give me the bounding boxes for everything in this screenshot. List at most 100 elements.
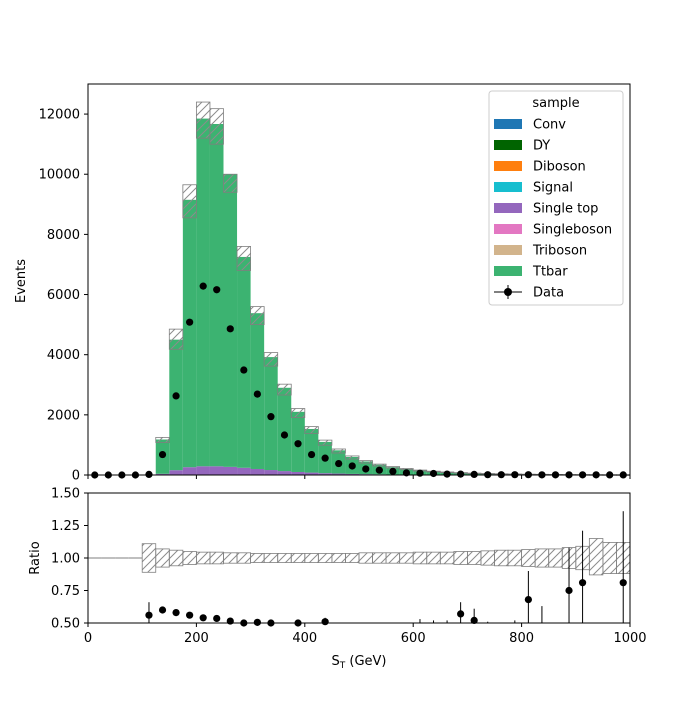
legend-swatch-triboson [494, 245, 522, 255]
bar-single-top [251, 469, 265, 475]
ratio-band-bin [440, 552, 454, 564]
bar-single-top [183, 467, 197, 475]
ratio-point [186, 612, 193, 619]
bar-single-top [224, 467, 238, 475]
ratio-band-bin [522, 550, 536, 567]
legend-swatch-dy [494, 140, 522, 150]
ratio-band-bin [196, 552, 210, 564]
mc-uncertainty-bin [373, 464, 387, 466]
ratio-band-bin [535, 549, 549, 567]
data-point [159, 451, 166, 458]
ratio-point [145, 612, 152, 619]
ratio-y-tick-label: 1.00 [51, 552, 80, 567]
mc-uncertainty-bin [169, 329, 183, 349]
bar-ttbar [305, 429, 319, 473]
bar-single-top [264, 470, 278, 475]
ratio-band-bin [332, 553, 346, 562]
ratio-band-bin [467, 552, 481, 565]
legend-title: sample [532, 96, 579, 111]
data-point [322, 455, 329, 462]
x-tick-label: 0 [84, 631, 92, 646]
main-x-ticks [88, 475, 630, 479]
ratio-y-tick-label: 1.50 [51, 487, 80, 502]
data-point [267, 413, 274, 420]
y-tick-label: 2000 [47, 408, 80, 423]
mc-uncertainty-bin [318, 440, 332, 445]
bar-ttbar [169, 340, 183, 471]
legend-swatch-singleboson [494, 224, 522, 234]
ratio-band-bin [264, 553, 278, 562]
ratio-y-ticks: 0.500.751.001.251.50 [51, 487, 88, 632]
bar-single-top [210, 466, 224, 475]
ratio-band-bin [278, 553, 292, 562]
ratio-band-bin [183, 552, 197, 565]
data-point [186, 319, 193, 326]
ratio-point [565, 587, 572, 594]
bar-ttbar [183, 200, 197, 467]
legend-label-triboson: Triboson [532, 244, 587, 259]
data-point [240, 366, 247, 373]
legend-label-single-top: Single top [533, 202, 598, 217]
y-tick-label: 0 [72, 469, 80, 484]
main-y-axis-label: Events [14, 259, 29, 303]
mc-uncertainty-bin [196, 102, 210, 138]
ratio-point [457, 610, 464, 617]
ratio-band-bin [386, 553, 400, 563]
mc-uncertainty-bin [332, 449, 346, 453]
x-tick-label: 1000 [613, 631, 646, 646]
data-point [416, 470, 423, 477]
bar-ttbar [224, 174, 238, 467]
data-point [213, 286, 220, 293]
ratio-point [159, 606, 166, 613]
ratio-band-bin [508, 550, 522, 566]
mc-uncertainty-bin [264, 353, 278, 367]
ratio-band-bin [413, 552, 427, 564]
ratio-band-bin [169, 550, 183, 566]
ratio-point [322, 618, 329, 625]
ratio-point [172, 609, 179, 616]
ratio-band-bin [454, 552, 468, 565]
ratio-y-axis-label: Ratio [28, 541, 43, 574]
data-point [254, 390, 261, 397]
legend-label-singleboson: Singleboson [533, 223, 612, 238]
mc-uncertainty-bin [345, 456, 359, 459]
legend-swatch-diboson [494, 161, 522, 171]
legend-label-data: Data [533, 286, 564, 301]
ratio-point [620, 579, 627, 586]
legend-label-conv: Conv [533, 118, 566, 133]
x-tick-label: 400 [292, 631, 317, 646]
legend-label-signal: Signal [533, 181, 573, 196]
mc-uncertainty-bin [183, 185, 197, 218]
ratio-band-bin [142, 544, 156, 573]
y-tick-label: 12000 [39, 108, 80, 123]
ratio-y-tick-label: 1.25 [51, 519, 80, 534]
ratio-point [213, 615, 220, 622]
data-point [145, 471, 152, 478]
ratio-band-bin [291, 553, 305, 562]
ratio-point [525, 596, 532, 603]
bar-single-top [278, 471, 292, 475]
data-point [308, 451, 315, 458]
mc-uncertainty-bin [359, 461, 373, 463]
bar-single-top [196, 466, 210, 475]
y-tick-label: 8000 [47, 228, 80, 243]
ratio-band-bin [603, 542, 617, 573]
data-point [362, 465, 369, 472]
data-point [443, 471, 450, 478]
ratio-band-bin [481, 551, 495, 565]
ratio-band-bin [400, 553, 414, 563]
bar-ttbar [196, 119, 210, 467]
data-point [281, 431, 288, 438]
ratio-band-bin [589, 539, 603, 575]
ratio-band-bin [359, 553, 373, 563]
y-tick-label: 4000 [47, 348, 80, 363]
x-tick-label: 600 [401, 631, 426, 646]
y-tick-label: 6000 [47, 288, 80, 303]
ratio-point [227, 617, 234, 624]
bar-ttbar [237, 257, 251, 468]
data-point [349, 462, 356, 469]
data-point [471, 471, 478, 478]
ratio-band-bin [373, 553, 387, 563]
